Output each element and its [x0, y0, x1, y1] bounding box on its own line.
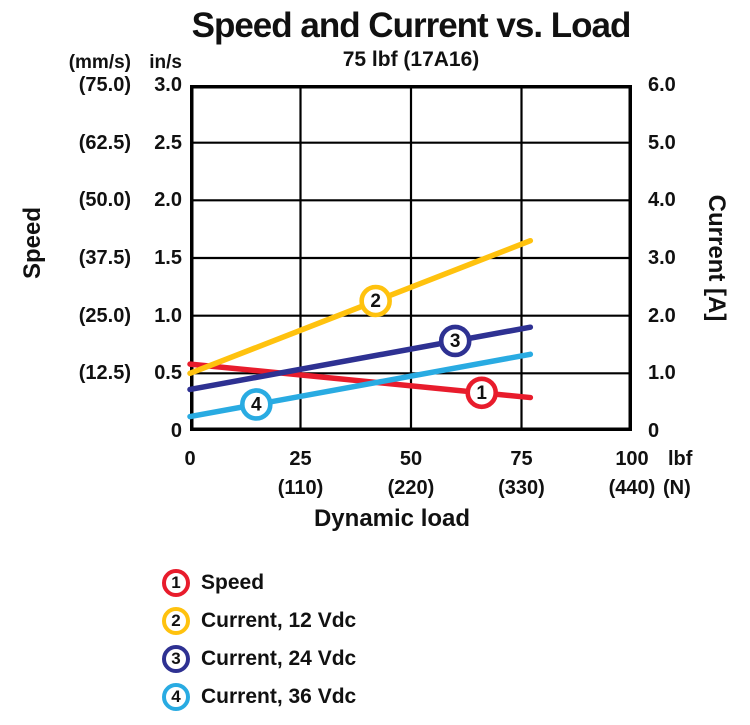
left-axis-tick-in: 1.5	[154, 247, 182, 269]
chart-subtitle: 75 lbf (17A16)	[342, 48, 480, 71]
left-axis-tick-in: 2.5	[154, 131, 182, 154]
left-axis-tick-in: 3.0	[154, 74, 182, 96]
legend-item-2: 2 Current, 12 Vdc	[162, 602, 356, 640]
series-marker-1	[465, 376, 499, 410]
right-axis-tick: 3.0	[648, 247, 676, 269]
left-axis-tick-mm: (50.0)	[78, 189, 131, 212]
legend-label-4: Current, 36 Vdc	[201, 685, 357, 708]
x-axis-tick-n: (220)	[387, 477, 435, 499]
left-axis-tick-mm: (37.5)	[78, 247, 131, 269]
plot-area: 1 2 3 4	[187, 85, 632, 431]
legend-label-2: Current, 12 Vdc	[201, 609, 357, 632]
left-axis-tick-mm: (62.5)	[78, 131, 131, 154]
series-line-2	[187, 237, 534, 377]
legend-marker-2: 2	[162, 607, 190, 635]
left-axis-tick-in: 0	[170, 420, 182, 442]
legend-item-4: 4 Current, 36 Vdc	[162, 678, 356, 716]
left-axis-secondary-unit: (mm/s)	[68, 52, 131, 73]
left-axis-tick-in: 2.0	[154, 189, 182, 212]
x-axis-tick-lbf: 75	[510, 448, 533, 470]
legend: 1 Speed 2 Current, 12 Vdc 3 Current, 24 Vdc 4 C…	[162, 564, 356, 716]
legend-label-3: Current, 24 Vdc	[201, 647, 357, 670]
right-axis-tick: 5.0	[648, 131, 676, 154]
left-axis-tick-mm: (75.0)	[78, 74, 131, 96]
series-marker-number-3: 3	[450, 331, 461, 352]
series-marker-number-4: 4	[251, 394, 262, 415]
legend-marker-4: 4	[162, 683, 190, 711]
legend-item-1: 1 Speed	[162, 564, 356, 602]
x-axis-unit-n: (N)	[663, 477, 691, 499]
left-axis-title: Speed	[19, 206, 46, 280]
right-axis-tick: 1.0	[648, 362, 676, 385]
left-axis-tick-in: 0.5	[154, 362, 182, 385]
right-axis-tick: 6.0	[648, 74, 676, 96]
x-axis-tick-n: (330)	[498, 477, 545, 499]
left-axis-tick-mm: (25.0)	[78, 304, 131, 327]
series-marker-4	[240, 388, 273, 421]
chart-title: Speed and Current vs. Load	[191, 6, 632, 45]
plot-border	[190, 85, 632, 431]
right-axis-tick: 4.0	[648, 189, 676, 212]
x-axis-tick-lbf: 50	[399, 448, 423, 470]
legend-label-1: Speed	[201, 571, 265, 594]
series-marker-2	[359, 284, 392, 318]
x-axis-unit-lbf: lbf	[668, 448, 693, 470]
x-axis-title: Dynamic load	[313, 505, 471, 532]
left-axis-tick-in: 1.0	[154, 304, 182, 327]
legend-item-3: 3 Current, 24 Vdc	[162, 640, 356, 678]
right-axis-tick: 2.0	[648, 304, 676, 327]
x-axis-tick-lbf: 100	[615, 448, 649, 470]
legend-marker-1: 1	[162, 569, 190, 597]
series-line-3	[187, 324, 534, 393]
x-axis-tick-n: (110)	[277, 477, 324, 499]
series-marker-number-1: 1	[476, 383, 487, 404]
x-axis-tick-n: (440)	[608, 477, 656, 499]
x-axis-tick-lbf: 0	[184, 448, 196, 470]
series-marker-number-2: 2	[370, 291, 381, 312]
legend-marker-3: 3	[162, 645, 190, 673]
left-axis-tick-mm: (12.5)	[78, 362, 131, 385]
right-axis-tick: 0	[648, 420, 660, 442]
series-marker-3	[438, 324, 472, 358]
x-axis-tick-lbf: 25	[289, 448, 312, 470]
left-axis-primary-unit: in/s	[149, 52, 182, 73]
